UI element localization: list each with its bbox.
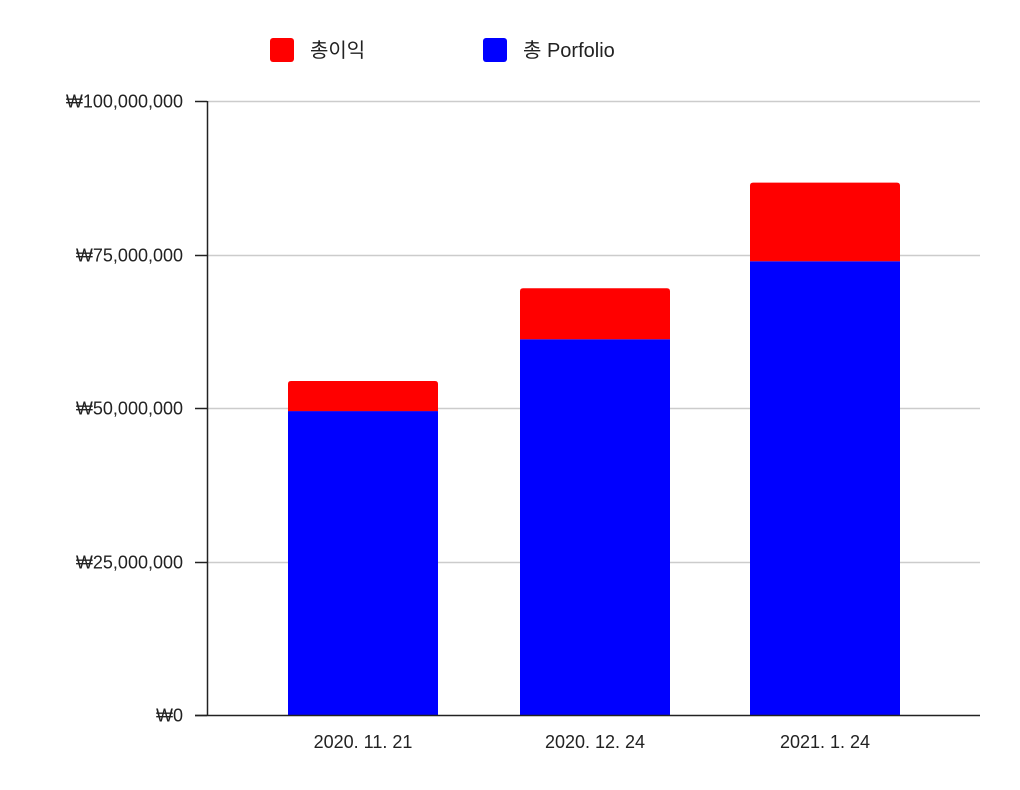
legend-label-profit[interactable]: 총이익 [310,39,365,62]
legend: 총이익 총 Porfolio [270,38,615,62]
x-axis-ticks: 2020. 11. 21 2020. 12. 24 2021. 1. 24 [314,732,870,752]
x-tick-label: 2021. 1. 24 [780,732,870,752]
bar-profit-1[interactable] [520,288,670,340]
axes [195,101,980,717]
x-tick-label: 2020. 11. 21 [314,732,413,752]
x-tick-label: 2020. 12. 24 [545,732,645,752]
y-tick-label: ₩100,000,000 [66,92,183,112]
legend-swatch-profit[interactable] [270,38,294,62]
bar-portfolio-1[interactable] [520,339,670,715]
y-tick-label: ₩75,000,000 [76,246,183,266]
legend-label-portfolio[interactable]: 총 Porfolio [523,39,615,62]
y-tick-label: ₩0 [156,706,183,726]
bars [288,182,900,715]
bar-profit-0[interactable] [288,380,438,412]
legend-swatch-portfolio[interactable] [483,38,507,62]
bar-portfolio-0[interactable] [288,411,438,715]
y-axis-ticks: ₩0 ₩25,000,000 ₩50,000,000 ₩75,000,000 ₩100,… [66,92,207,726]
y-tick-label: ₩25,000,000 [76,553,183,573]
bar-portfolio-2[interactable] [750,261,900,715]
y-tick-label: ₩50,000,000 [76,399,183,419]
bar-profit-2[interactable] [750,182,900,262]
